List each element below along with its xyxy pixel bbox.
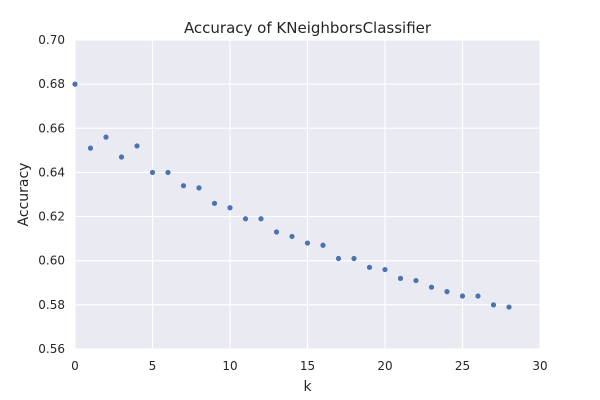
data-point <box>475 293 481 299</box>
data-point <box>490 302 497 308</box>
data-point <box>227 205 233 211</box>
y-tick-label: 0.56 <box>38 342 65 356</box>
data-point <box>103 134 109 140</box>
x-tick-label: 15 <box>300 359 315 373</box>
data-point <box>273 229 280 235</box>
y-tick-label: 0.60 <box>38 254 65 268</box>
y-tick-label: 0.62 <box>38 210 65 224</box>
x-tick-label: 5 <box>149 359 157 373</box>
chart-title: Accuracy of KNeighborsClassifier <box>184 19 432 37</box>
data-point <box>382 266 388 273</box>
y-tick-label: 0.58 <box>38 298 65 312</box>
data-point <box>304 240 311 246</box>
data-point <box>87 145 94 151</box>
data-point <box>149 169 156 176</box>
data-point <box>428 284 435 290</box>
data-point <box>180 183 187 189</box>
x-tick-label: 20 <box>377 359 392 373</box>
y-axis-label: Accuracy <box>16 163 32 227</box>
y-tick-label: 0.68 <box>38 77 65 91</box>
x-axis-ticks: 0 5 10 15 20 25 30 <box>71 359 547 373</box>
data-point <box>320 242 326 248</box>
data-point <box>366 264 373 270</box>
x-tick-label: 0 <box>71 359 79 373</box>
data-point <box>506 304 512 310</box>
data-point <box>72 81 78 87</box>
data-point <box>444 289 450 295</box>
data-points <box>72 81 512 310</box>
data-point <box>165 169 171 176</box>
y-tick-label: 0.66 <box>38 121 65 135</box>
data-point <box>351 255 357 262</box>
y-axis-ticks: 0.56 0.58 0.60 0.62 0.64 0.66 0.68 0.70 <box>38 33 65 356</box>
y-tick-label: 0.64 <box>38 165 65 179</box>
y-tick-label: 0.70 <box>38 33 65 47</box>
data-point <box>258 216 264 222</box>
data-point <box>242 216 249 222</box>
data-point <box>413 277 419 284</box>
data-point <box>289 233 295 240</box>
data-point <box>118 154 125 160</box>
x-axis-label: k <box>303 379 312 395</box>
data-point <box>211 200 218 206</box>
x-tick-label: 30 <box>532 359 547 373</box>
x-tick-label: 25 <box>455 359 470 373</box>
data-point <box>335 255 342 262</box>
data-point <box>459 293 466 299</box>
data-point <box>134 143 140 149</box>
data-point <box>397 275 404 281</box>
grid-lines <box>74 39 541 350</box>
x-tick-label: 10 <box>222 359 237 373</box>
data-point <box>196 185 202 191</box>
